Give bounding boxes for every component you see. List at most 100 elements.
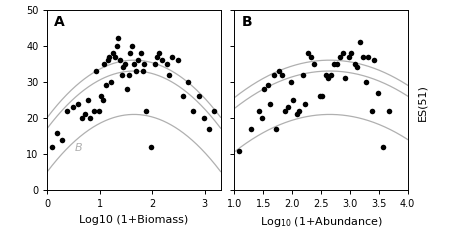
Point — [330, 62, 337, 66]
Point — [255, 109, 263, 113]
Point — [120, 65, 128, 69]
Point — [282, 109, 289, 113]
Point — [130, 62, 138, 66]
Point — [195, 94, 202, 98]
Point — [322, 73, 329, 77]
Point — [78, 116, 85, 120]
Point — [106, 55, 113, 59]
Point — [353, 65, 361, 69]
Text: A: A — [55, 15, 65, 29]
Point — [84, 98, 92, 102]
Point — [179, 94, 187, 98]
Point — [365, 55, 372, 59]
Point — [190, 109, 197, 113]
Point — [151, 62, 159, 66]
Point — [347, 51, 355, 55]
Text: B: B — [75, 143, 82, 153]
Point — [284, 105, 292, 109]
Point — [141, 62, 148, 66]
Point — [118, 73, 126, 77]
Point — [272, 127, 280, 131]
Point — [132, 69, 139, 73]
Point — [128, 44, 136, 48]
Point — [374, 91, 382, 95]
Text: ES(51): ES(51) — [417, 84, 427, 121]
Point — [155, 51, 163, 55]
Point — [169, 55, 176, 59]
Point — [53, 131, 61, 134]
Point — [339, 51, 347, 55]
Point — [116, 58, 124, 62]
Point — [100, 62, 108, 66]
Point — [58, 138, 66, 142]
Point — [287, 80, 295, 84]
Point — [328, 73, 335, 77]
Point — [134, 58, 141, 62]
Point — [108, 80, 115, 84]
Point — [210, 109, 218, 113]
Point — [99, 98, 106, 102]
Point — [69, 105, 76, 109]
Point — [205, 127, 213, 131]
Point — [153, 55, 160, 59]
Point — [258, 116, 266, 120]
Text: B: B — [241, 15, 252, 29]
Point — [97, 94, 105, 98]
Point — [165, 73, 173, 77]
Point — [92, 69, 100, 73]
Point — [316, 94, 324, 98]
Point — [368, 109, 375, 113]
Point — [307, 55, 314, 59]
Point — [82, 113, 89, 116]
Point — [336, 55, 343, 59]
Point — [278, 73, 285, 77]
Point — [125, 73, 133, 77]
Point — [264, 84, 272, 87]
Point — [127, 51, 134, 55]
Point — [385, 109, 393, 113]
Point — [319, 94, 326, 98]
Point — [295, 109, 303, 113]
Point — [163, 62, 171, 66]
Point — [362, 80, 370, 84]
Point — [123, 87, 131, 91]
Point — [345, 55, 353, 59]
Point — [139, 69, 147, 73]
Point — [74, 102, 82, 105]
Point — [370, 58, 378, 62]
Point — [290, 98, 297, 102]
Point — [380, 145, 387, 149]
Point — [299, 73, 306, 77]
X-axis label: Log10 (1+Biomass): Log10 (1+Biomass) — [79, 215, 189, 225]
Point — [305, 51, 312, 55]
Point — [113, 44, 120, 48]
Point — [235, 149, 243, 153]
Point — [276, 69, 283, 73]
Point — [87, 116, 94, 120]
Point — [200, 116, 208, 120]
Point — [104, 58, 111, 62]
Point — [158, 58, 165, 62]
Point — [174, 58, 182, 62]
X-axis label: Log$_{10}$ (1+Abundance): Log$_{10}$ (1+Abundance) — [260, 215, 383, 229]
Point — [310, 62, 318, 66]
Point — [266, 102, 274, 105]
Point — [64, 109, 71, 113]
Point — [333, 62, 341, 66]
Point — [301, 102, 309, 105]
Point — [356, 40, 364, 44]
Point — [95, 109, 103, 113]
Point — [351, 62, 358, 66]
Point — [184, 80, 192, 84]
Point — [293, 113, 301, 116]
Point — [261, 87, 268, 91]
Point — [109, 51, 117, 55]
Point — [121, 62, 129, 66]
Point — [137, 51, 145, 55]
Point — [102, 84, 110, 87]
Point — [247, 127, 255, 131]
Point — [270, 73, 277, 77]
Point — [341, 76, 349, 80]
Point — [142, 109, 150, 113]
Point — [111, 55, 118, 59]
